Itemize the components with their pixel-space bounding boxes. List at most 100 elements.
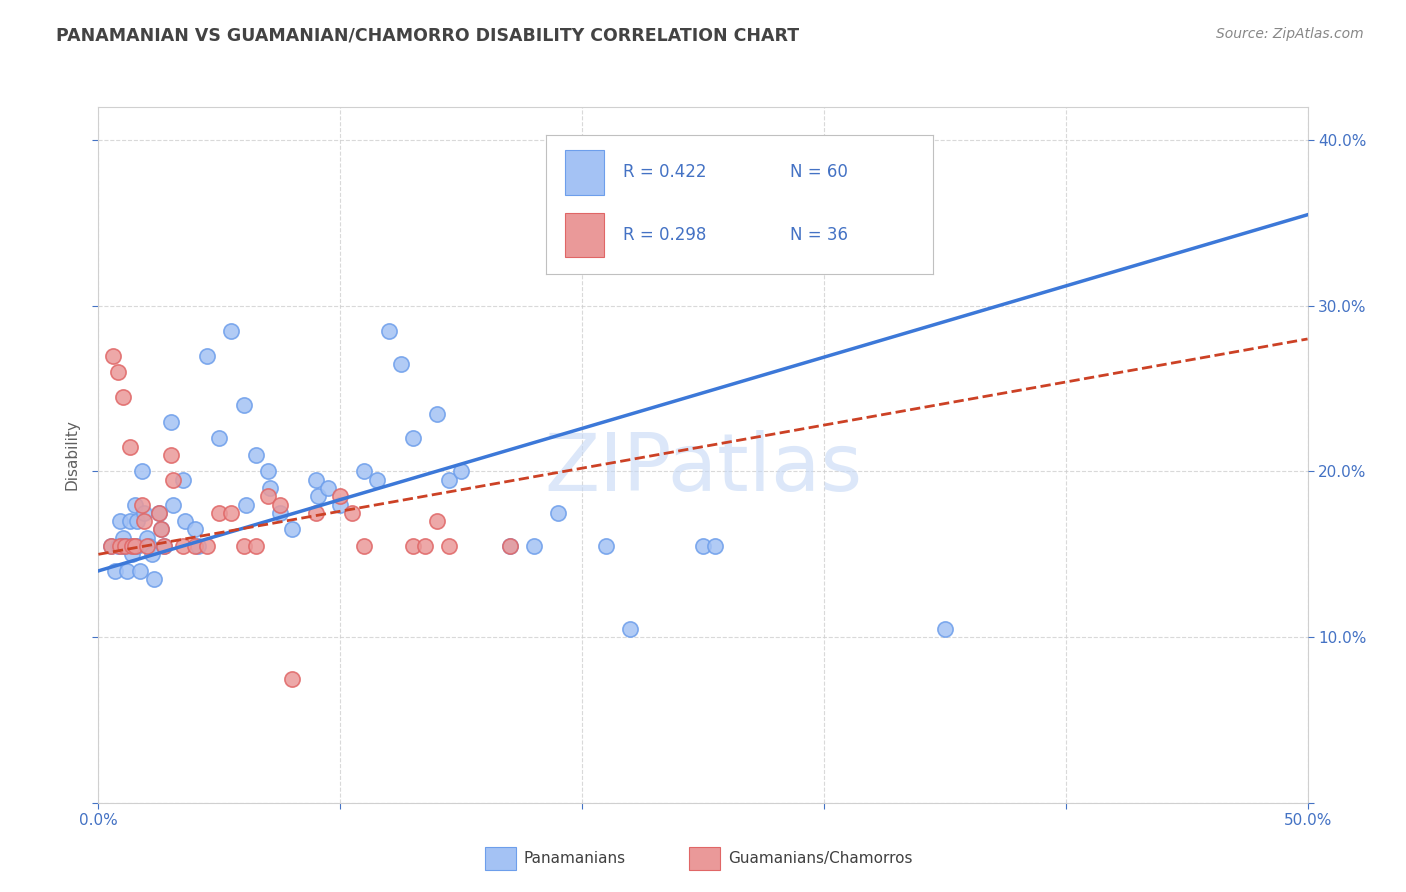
Point [150, 523, 173, 537]
Point [134, 514, 156, 528]
Point [281, 672, 304, 686]
Point [101, 349, 124, 363]
Point [342, 506, 364, 520]
Point [107, 539, 129, 553]
Text: Guamanians/Chamorros: Guamanians/Chamorros [728, 852, 912, 866]
Point [329, 498, 352, 512]
Point [134, 506, 156, 520]
Point [160, 448, 183, 462]
Point [235, 498, 257, 512]
Point [108, 539, 131, 553]
Point [152, 539, 174, 553]
Point [124, 498, 146, 512]
Point [245, 448, 267, 462]
Point [131, 465, 153, 479]
Point [195, 349, 218, 363]
Point [124, 539, 146, 553]
Point [118, 440, 141, 454]
Point [498, 539, 520, 553]
Point [141, 547, 163, 561]
Point [172, 473, 194, 487]
Point [221, 506, 243, 520]
Point [118, 539, 141, 553]
Point [316, 481, 339, 495]
Point [187, 539, 209, 553]
Point [117, 564, 139, 578]
Point [232, 398, 254, 412]
Point [402, 539, 425, 553]
Y-axis label: Disability: Disability [65, 419, 80, 491]
Point [150, 523, 173, 537]
Point [256, 489, 278, 503]
Point [104, 564, 127, 578]
Point [437, 473, 460, 487]
Point [131, 498, 153, 512]
Point [114, 539, 136, 553]
Point [256, 465, 278, 479]
Point [426, 514, 449, 528]
Point [135, 539, 157, 553]
Text: Panamanians: Panamanians [523, 852, 626, 866]
Text: ZIPatlas: ZIPatlas [544, 430, 862, 508]
Point [162, 473, 184, 487]
Point [692, 539, 714, 553]
Point [413, 539, 436, 553]
Point [305, 506, 328, 520]
Point [111, 531, 134, 545]
Point [100, 539, 122, 553]
Point [172, 539, 194, 553]
Point [174, 514, 197, 528]
Point [162, 498, 184, 512]
Point [111, 390, 134, 404]
Point [148, 506, 170, 520]
Point [208, 431, 231, 445]
Point [353, 539, 375, 553]
Point [353, 465, 375, 479]
Point [195, 539, 218, 553]
Text: PANAMANIAN VS GUAMANIAN/CHAMORRO DISABILITY CORRELATION CHART: PANAMANIAN VS GUAMANIAN/CHAMORRO DISABIL… [56, 27, 800, 45]
Point [281, 523, 304, 537]
Point [111, 539, 134, 553]
Point [389, 357, 412, 371]
Point [547, 506, 569, 520]
Point [143, 572, 166, 586]
Point [107, 365, 129, 379]
Point [245, 539, 267, 553]
Point [269, 506, 291, 520]
Point [308, 489, 330, 503]
Point [160, 415, 183, 429]
Point [619, 622, 641, 636]
Point [135, 531, 157, 545]
Point [426, 407, 449, 421]
Point [305, 473, 328, 487]
Point [595, 539, 617, 553]
Point [121, 539, 143, 553]
Point [704, 539, 727, 553]
Text: Source: ZipAtlas.com: Source: ZipAtlas.com [1216, 27, 1364, 41]
Point [259, 481, 281, 495]
Point [184, 539, 207, 553]
Point [127, 539, 149, 553]
Point [402, 431, 425, 445]
Point [366, 473, 388, 487]
Point [184, 523, 207, 537]
Point [114, 539, 136, 553]
Point [121, 547, 143, 561]
Point [437, 539, 460, 553]
Point [450, 465, 472, 479]
Point [377, 324, 399, 338]
Point [100, 539, 122, 553]
Point [269, 498, 291, 512]
Point [208, 506, 231, 520]
Point [148, 506, 170, 520]
Point [127, 514, 149, 528]
Point [232, 539, 254, 553]
Point [138, 539, 160, 553]
Point [498, 539, 520, 553]
Point [523, 539, 546, 553]
Point [152, 539, 174, 553]
Point [329, 489, 352, 503]
Point [108, 514, 131, 528]
Point [128, 564, 150, 578]
Point [221, 324, 243, 338]
